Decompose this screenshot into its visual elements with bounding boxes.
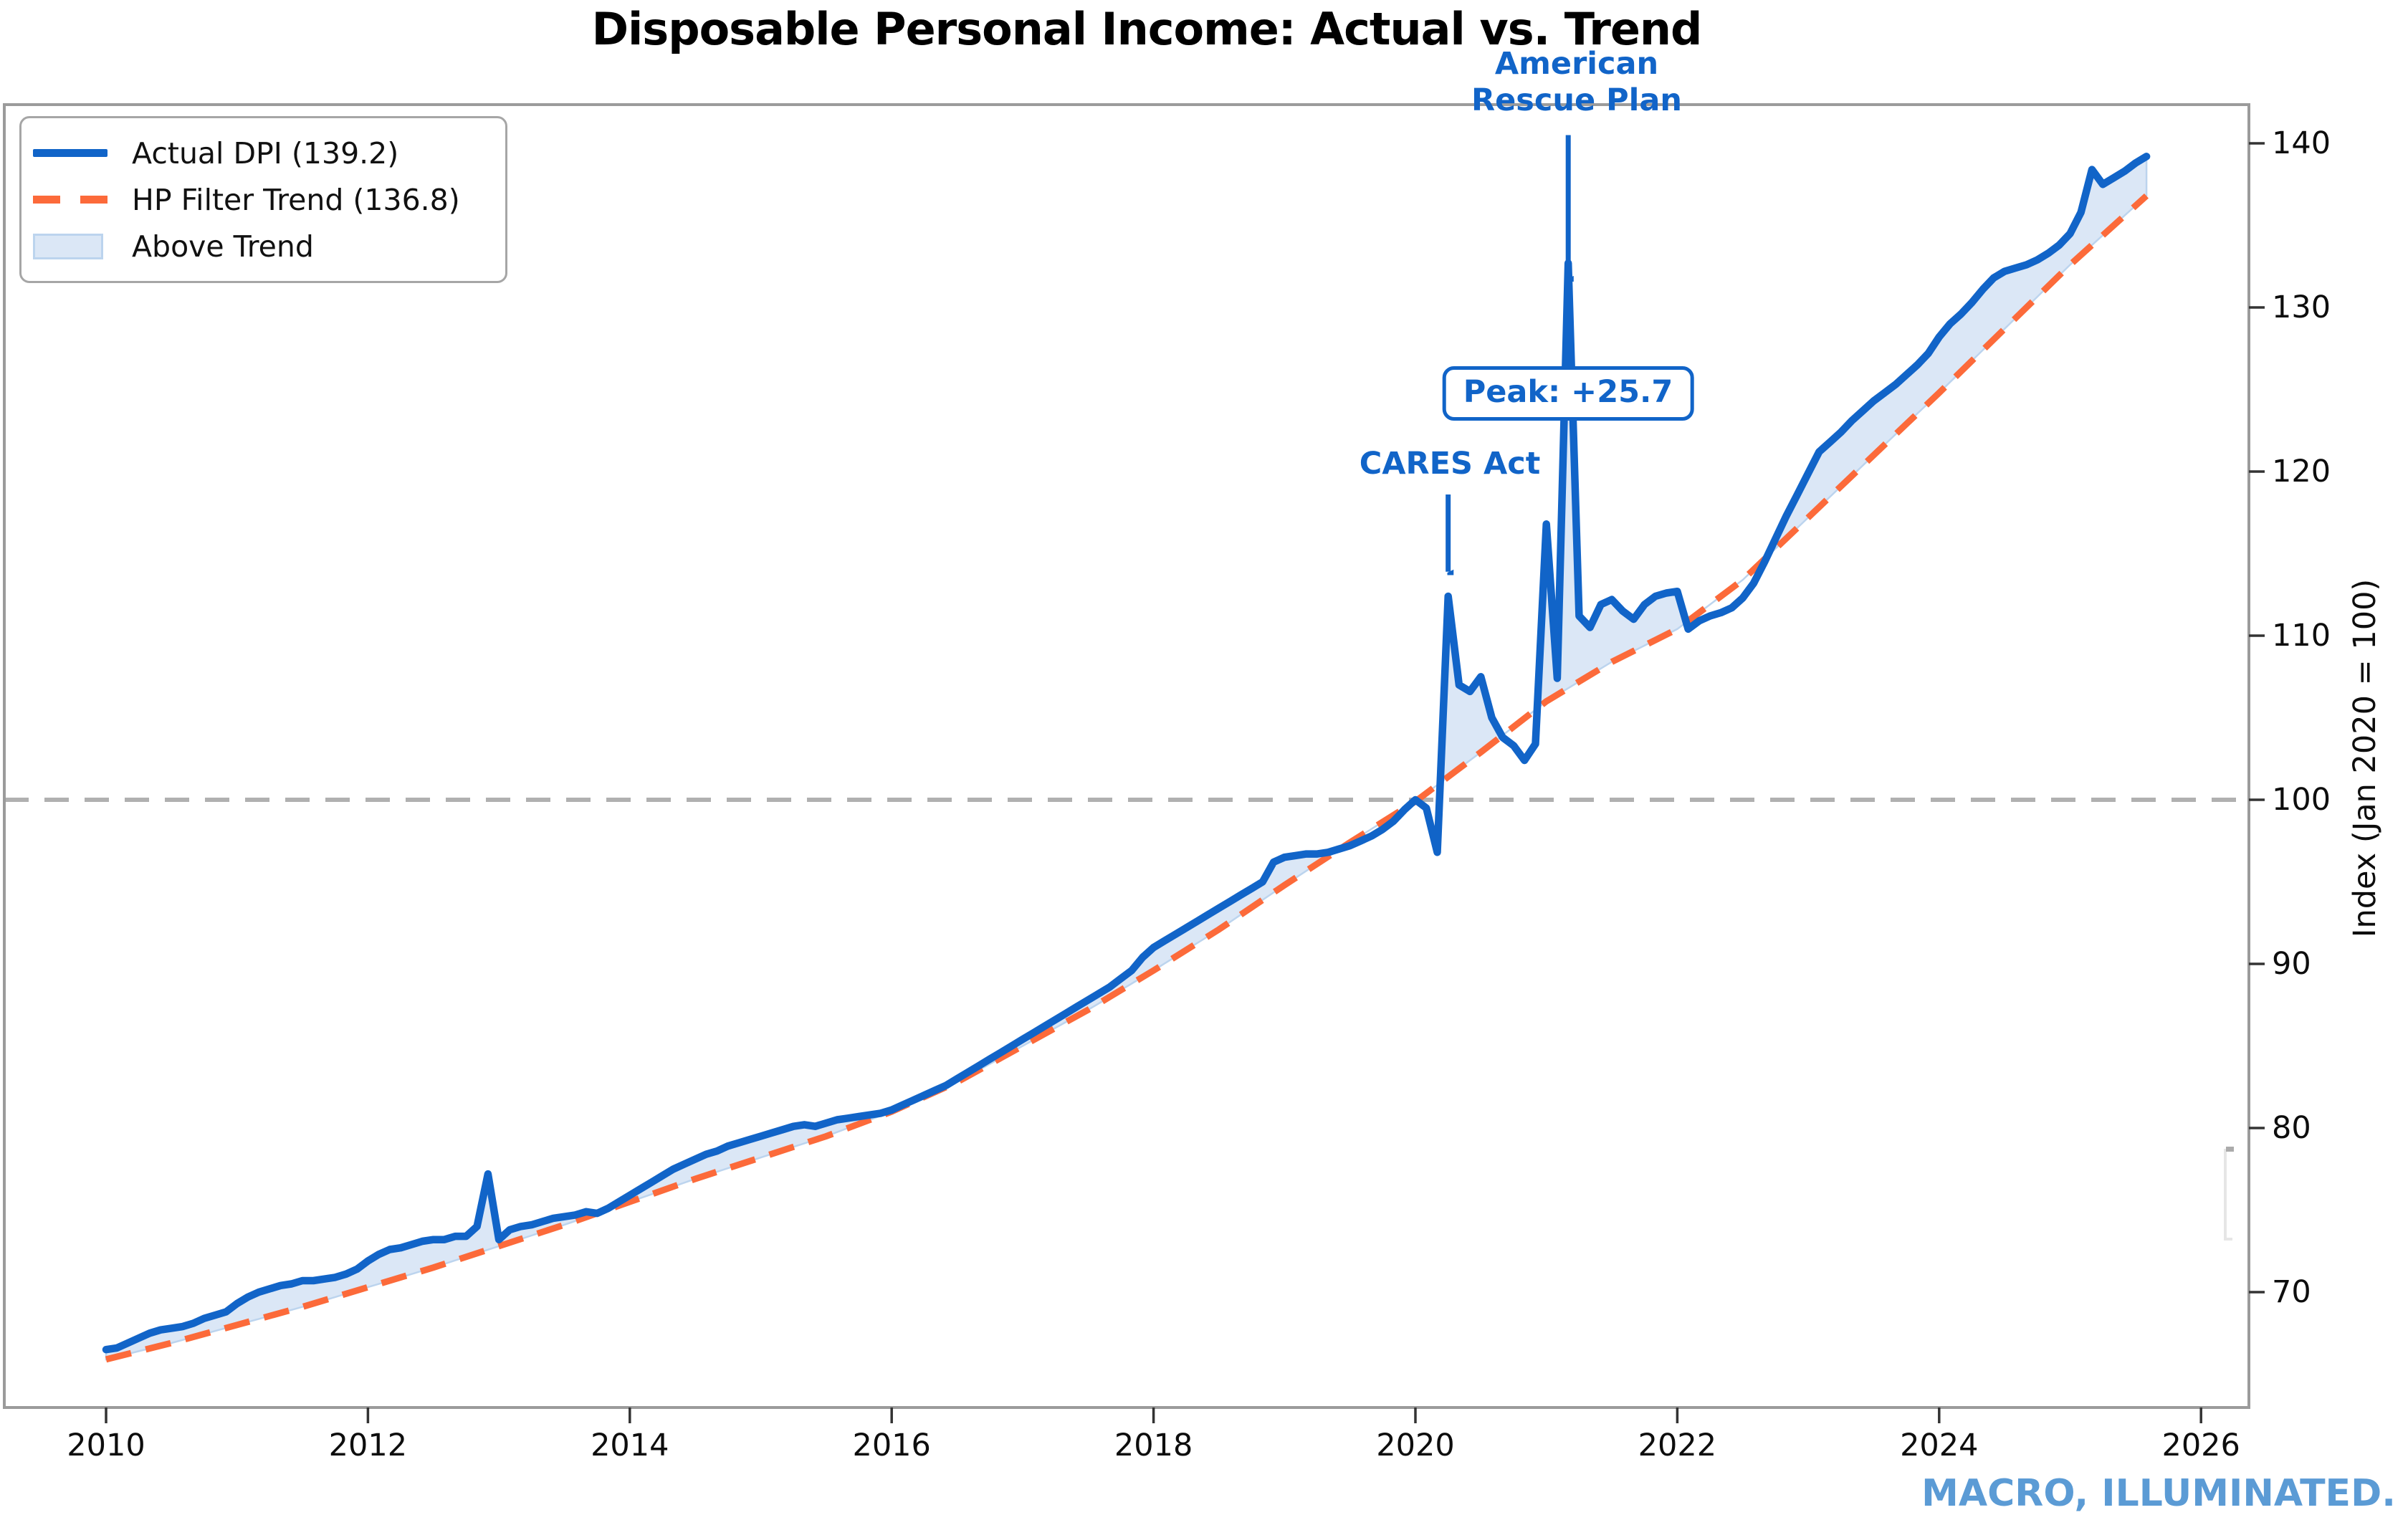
y-axis-title: Index (Jan 2020 = 100) bbox=[2347, 578, 2383, 938]
y-tick-label-80: 80 bbox=[2272, 1110, 2311, 1146]
watermark: MACRO, ILLUMINATED. bbox=[1921, 1472, 2396, 1515]
x-tick-label-2022: 2022 bbox=[1638, 1428, 1717, 1463]
y-tick-label-120: 120 bbox=[2272, 454, 2331, 489]
x-tick-label-2018: 2018 bbox=[1114, 1428, 1193, 1463]
annotation-peak-badge: Peak: +25.7 bbox=[1442, 366, 1694, 421]
y-tick-label-100: 100 bbox=[2272, 782, 2331, 818]
x-tick-label-2024: 2024 bbox=[1900, 1428, 1979, 1463]
annotation-arrows bbox=[1446, 135, 1569, 572]
x-tick-label-2026: 2026 bbox=[2161, 1428, 2240, 1463]
annotation-cares-act: CARES Act bbox=[1359, 446, 1541, 482]
hp-filter-trend-line bbox=[105, 193, 2149, 1363]
chart-title: Disposable Personal Income: Actual vs. T… bbox=[591, 3, 1703, 55]
scrollbar-artifact bbox=[2224, 1147, 2234, 1241]
x-tick-label-2010: 2010 bbox=[67, 1428, 145, 1463]
legend-item-hp-filter-trend: HP Filter Trend (136.8) bbox=[33, 176, 491, 223]
y-axis-tick-marks bbox=[2249, 142, 2265, 1294]
legend-item-actual-dpi: Actual DPI (139.2) bbox=[33, 130, 491, 176]
x-tick-label-2012: 2012 bbox=[328, 1428, 408, 1463]
above-trend-swatch-icon bbox=[33, 233, 108, 259]
trend-dash-swatch-icon bbox=[33, 196, 108, 204]
legend: Actual DPI (139.2) HP Filter Trend (136.… bbox=[19, 116, 507, 283]
x-axis-tick-marks bbox=[105, 1408, 2202, 1423]
x-tick-label-2020: 2020 bbox=[1376, 1428, 1455, 1463]
legend-item-above-trend: Above Trend bbox=[33, 223, 491, 269]
legend-label: Actual DPI (139.2) bbox=[132, 135, 399, 171]
annotation-line: American bbox=[1494, 46, 1659, 82]
annotation-american-rescue-plan: American Rescue Plan bbox=[1362, 46, 1792, 118]
legend-label: Above Trend bbox=[132, 229, 314, 264]
y-tick-label-90: 90 bbox=[2272, 946, 2311, 982]
above-trend-area bbox=[105, 155, 2148, 1361]
x-tick-label-2016: 2016 bbox=[852, 1428, 931, 1463]
y-tick-label-110: 110 bbox=[2272, 618, 2331, 654]
y-tick-label-130: 130 bbox=[2272, 290, 2331, 325]
y-tick-label-70: 70 bbox=[2272, 1274, 2311, 1310]
x-tick-label-2014: 2014 bbox=[591, 1428, 669, 1463]
actual-line-swatch-icon bbox=[33, 149, 108, 157]
actual-dpi-line bbox=[102, 153, 2151, 1354]
plot-border bbox=[3, 103, 2250, 1409]
annotation-line: Rescue Plan bbox=[1471, 82, 1682, 118]
y-tick-label-140: 140 bbox=[2272, 125, 2331, 161]
legend-label: HP Filter Trend (136.8) bbox=[132, 182, 460, 217]
